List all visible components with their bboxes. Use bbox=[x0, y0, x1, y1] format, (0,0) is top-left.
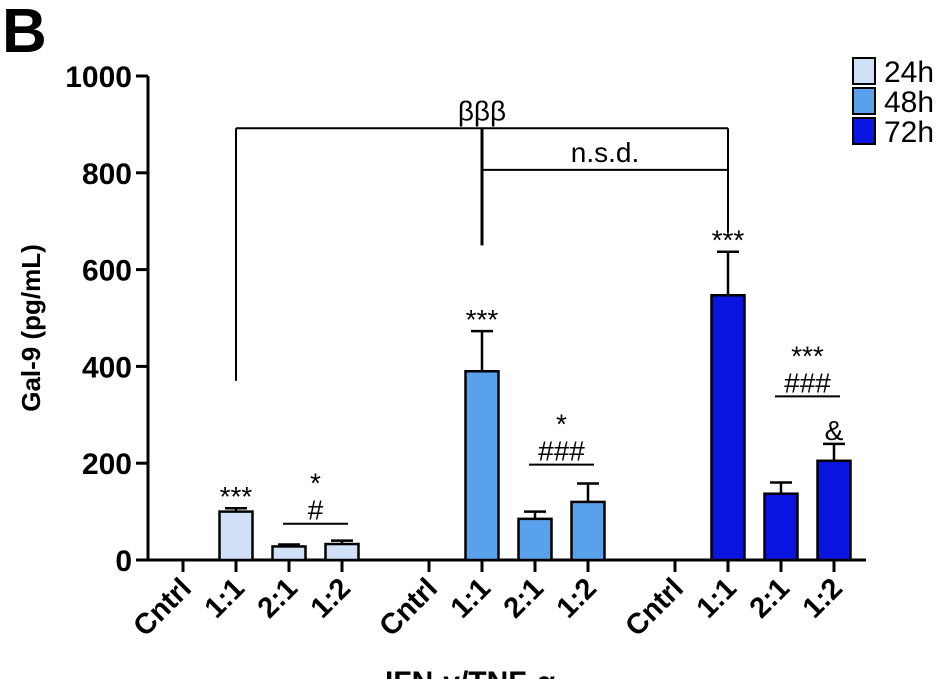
significance-label: ### bbox=[784, 367, 831, 398]
x-tick-label: 1:2 bbox=[305, 572, 357, 624]
bars bbox=[218, 250, 852, 562]
y-axis-label: Gal-9 (pg/mL) bbox=[16, 244, 46, 412]
bar-48h-1:2 bbox=[570, 500, 606, 562]
significance-label: # bbox=[308, 495, 324, 526]
y-tick-label: 0 bbox=[115, 545, 132, 578]
y-tick-label: 1000 bbox=[65, 61, 132, 94]
x-tick-label: 1:1 bbox=[445, 572, 497, 624]
legend-label-24h: 24h bbox=[884, 56, 934, 89]
significance-label: * bbox=[310, 468, 321, 499]
x-tick-label: Cntrl bbox=[373, 572, 443, 642]
bar-24h-1:1 bbox=[218, 510, 254, 562]
panel-label: B bbox=[2, 0, 47, 66]
x-tick-label: 2:1 bbox=[252, 572, 304, 624]
x-axis-label: IFN-γ/TNF-α bbox=[385, 666, 556, 679]
bar-72h-1:2 bbox=[816, 459, 852, 562]
y-tick-label: 600 bbox=[82, 255, 132, 288]
legend-swatch-48h bbox=[852, 87, 876, 115]
x-tick-label: 1:2 bbox=[551, 572, 603, 624]
legend-swatch-24h bbox=[852, 57, 876, 85]
x-tick-label: 1:1 bbox=[691, 572, 743, 624]
bar-48h-2:1 bbox=[517, 517, 553, 562]
significance-label: & bbox=[825, 415, 844, 446]
significance-label: *** bbox=[791, 340, 824, 371]
x-tick-label: Cntrl bbox=[619, 572, 689, 642]
bar-48h-1:1 bbox=[464, 369, 500, 562]
x-tick-label: Cntrl bbox=[127, 572, 197, 642]
legend-label-72h: 72h bbox=[884, 116, 934, 149]
significance-label: *** bbox=[220, 481, 253, 512]
bracket-label: βββ bbox=[458, 95, 506, 126]
bar-24h-1:2 bbox=[324, 542, 360, 562]
x-tick-label: 1:2 bbox=[797, 572, 849, 624]
significance-label: *** bbox=[466, 304, 499, 335]
x-tick-label: 2:1 bbox=[498, 572, 550, 624]
y-tick-label: 200 bbox=[82, 448, 132, 481]
x-tick-label: 2:1 bbox=[744, 572, 796, 624]
significance-label: ### bbox=[538, 436, 585, 467]
bracket-label: n.s.d. bbox=[571, 137, 639, 168]
legend-label-48h: 48h bbox=[884, 86, 934, 119]
bar-72h-2:1 bbox=[763, 492, 799, 562]
legend-swatch-72h bbox=[852, 117, 876, 145]
y-tick-label: 400 bbox=[82, 351, 132, 384]
significance-label: * bbox=[556, 409, 567, 440]
bar-72h-1:1 bbox=[710, 294, 746, 562]
bar-24h-2:1 bbox=[271, 545, 307, 562]
y-tick-label: 800 bbox=[82, 158, 132, 191]
x-tick-label: 1:1 bbox=[199, 572, 251, 624]
